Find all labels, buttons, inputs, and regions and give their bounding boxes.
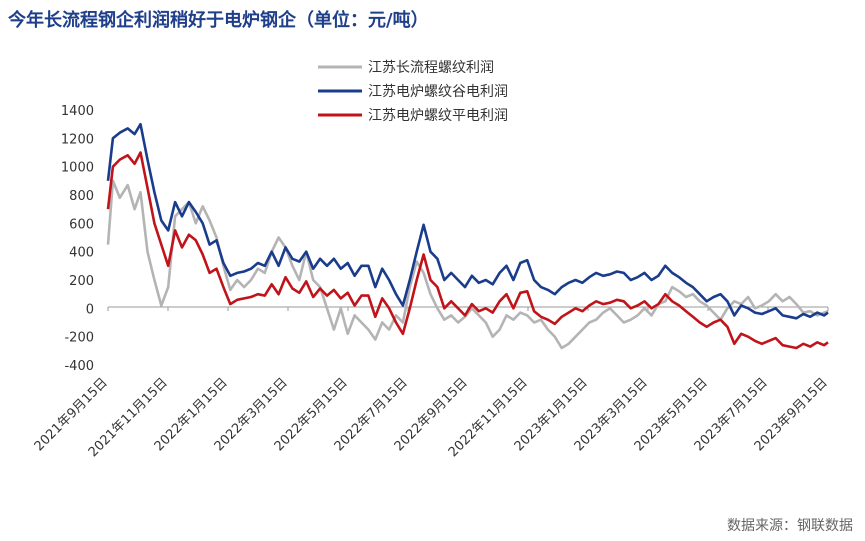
y-tick-label: -400 [64, 359, 94, 374]
chart-title: 今年长流程钢企利润稍好于电炉钢企（单位：元/吨） [8, 10, 429, 31]
legend-label-1: 江苏长流程螺纹利润 [368, 60, 494, 76]
y-tick-label: 0 [86, 302, 94, 317]
y-tick-label: 1400 [61, 104, 94, 119]
y-tick-label: 200 [69, 274, 94, 289]
y-axis: -400 -200 0 200 400 600 800 1000 1200 1400 [61, 104, 94, 374]
series-line-3 [106, 151, 829, 350]
y-tick-label: 600 [69, 217, 94, 232]
legend-label-3: 江苏电炉螺纹平电利润 [368, 108, 508, 124]
legend-label-2: 江苏电炉螺纹谷电利润 [368, 84, 508, 100]
y-tick-label: 400 [69, 246, 94, 261]
y-tick-label: -200 [64, 331, 94, 346]
series-line-2 [106, 122, 829, 320]
source-note: 数据来源：钢联数据 [727, 518, 853, 534]
series-layer [106, 122, 829, 350]
series-line-1 [106, 179, 829, 350]
y-tick-label: 1000 [61, 161, 94, 176]
y-tick-label: 800 [69, 189, 94, 204]
x-axis: 2021年9月15日2021年11月15日2022年1月15日2022年3月15… [32, 306, 831, 460]
y-tick-label: 1200 [61, 132, 94, 147]
